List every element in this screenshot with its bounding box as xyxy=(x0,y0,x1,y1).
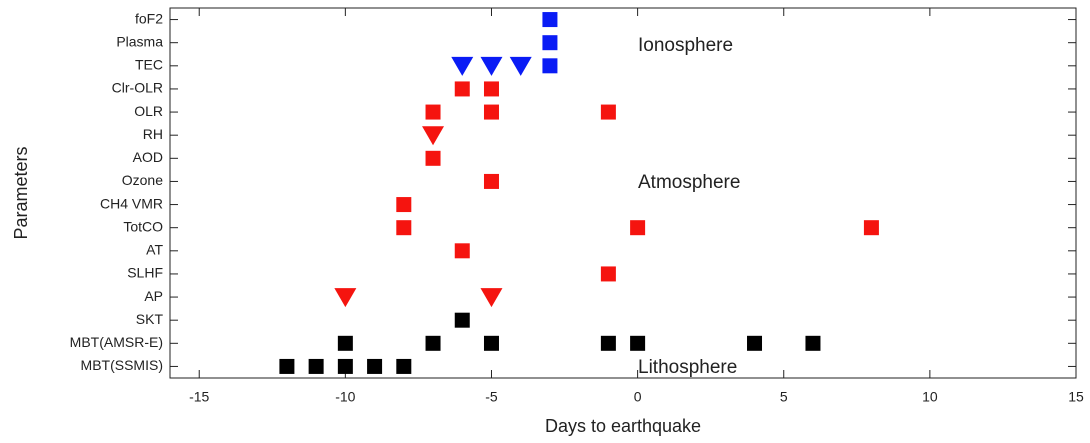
y-tick-label: MBT(SSMIS) xyxy=(81,357,163,373)
triangle-marker xyxy=(509,56,532,76)
y-tick-label: TEC xyxy=(135,57,163,73)
square-marker xyxy=(483,104,499,120)
square-marker xyxy=(425,150,441,166)
y-tick-label: Plasma xyxy=(116,33,163,49)
square-marker xyxy=(630,335,646,351)
square-marker xyxy=(483,173,499,189)
annotation: Ionosphere xyxy=(638,35,733,56)
x-tick-label: 10 xyxy=(922,389,938,405)
x-axis-label: Days to earthquake xyxy=(545,416,701,436)
square-marker xyxy=(337,335,353,351)
y-tick-label: AP xyxy=(144,288,163,304)
y-axis-label: Parameters xyxy=(11,146,31,239)
square-marker xyxy=(279,358,295,374)
y-tick-label: Clr-OLR xyxy=(112,80,163,96)
y-tick-label: CH4 VMR xyxy=(100,195,163,211)
y-tick-label: SLHF xyxy=(127,265,163,281)
square-marker xyxy=(542,12,558,28)
x-tick-label: -15 xyxy=(189,389,209,405)
square-marker xyxy=(483,81,499,97)
x-tick-label: 0 xyxy=(634,389,642,405)
y-tick-label: TotCO xyxy=(123,218,163,234)
y-tick-label: RH xyxy=(143,126,163,142)
triangle-marker xyxy=(480,56,503,76)
square-marker xyxy=(337,358,353,374)
y-tick-label: MBT(AMSR-E) xyxy=(70,334,163,350)
plot-frame xyxy=(169,7,1077,379)
triangle-marker xyxy=(334,288,357,308)
square-marker xyxy=(308,358,324,374)
square-marker xyxy=(367,358,383,374)
y-tick-label: foF2 xyxy=(135,10,163,26)
square-marker xyxy=(454,81,470,97)
y-tick-label: OLR xyxy=(134,103,163,119)
x-tick-label: -10 xyxy=(335,389,355,405)
square-marker xyxy=(863,220,879,236)
square-marker xyxy=(396,358,412,374)
annotation: Atmosphere xyxy=(638,172,740,193)
triangle-marker xyxy=(480,288,503,308)
square-marker xyxy=(542,35,558,51)
triangle-marker xyxy=(451,56,474,76)
square-marker xyxy=(747,335,763,351)
square-marker xyxy=(454,243,470,259)
square-marker xyxy=(805,335,821,351)
triangle-marker xyxy=(422,126,445,146)
square-marker xyxy=(630,220,646,236)
x-tick-label: -5 xyxy=(485,389,498,405)
x-tick-label: 15 xyxy=(1068,389,1084,405)
y-tick-label: Ozone xyxy=(122,172,163,188)
square-marker xyxy=(396,197,412,213)
square-marker xyxy=(425,335,441,351)
square-marker xyxy=(425,104,441,120)
square-marker xyxy=(396,220,412,236)
square-marker xyxy=(483,335,499,351)
x-tick-label: 5 xyxy=(780,389,788,405)
y-tick-label: AT xyxy=(146,242,163,258)
square-marker xyxy=(454,312,470,328)
annotation: Lithosphere xyxy=(638,357,737,378)
y-tick-label: AOD xyxy=(133,149,163,165)
square-marker xyxy=(600,266,616,282)
square-marker xyxy=(600,335,616,351)
square-marker xyxy=(542,58,558,74)
square-marker xyxy=(600,104,616,120)
y-tick-label: SKT xyxy=(136,311,164,327)
